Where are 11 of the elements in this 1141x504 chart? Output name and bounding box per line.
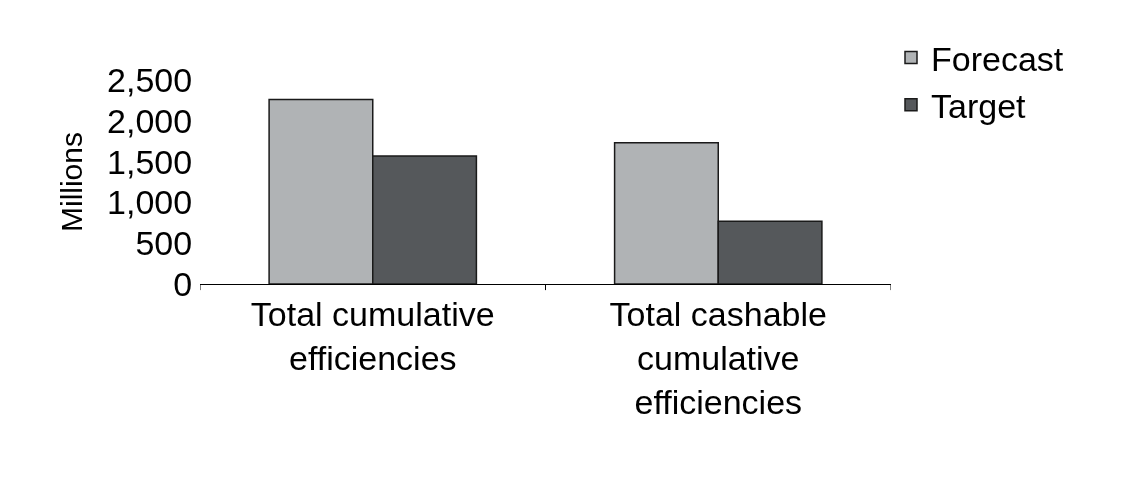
legend-label: Forecast [931,39,1064,78]
y-axis-title: Millions [55,131,89,233]
y-tick-label: 2,000 [107,101,193,140]
legend-label: Target [931,87,1027,126]
y-tick-label: 500 [135,224,193,263]
y-tick-label: 0 [173,264,193,303]
y-tick-label: 1,000 [107,183,193,222]
y-tick-label: 1,500 [107,142,193,181]
y-tick-label: 2,500 [107,60,193,99]
x-tick-label: Total cashable cumulative efficiencies [609,294,827,422]
x-tick-label: Total cumulative efficiencies [250,294,495,377]
